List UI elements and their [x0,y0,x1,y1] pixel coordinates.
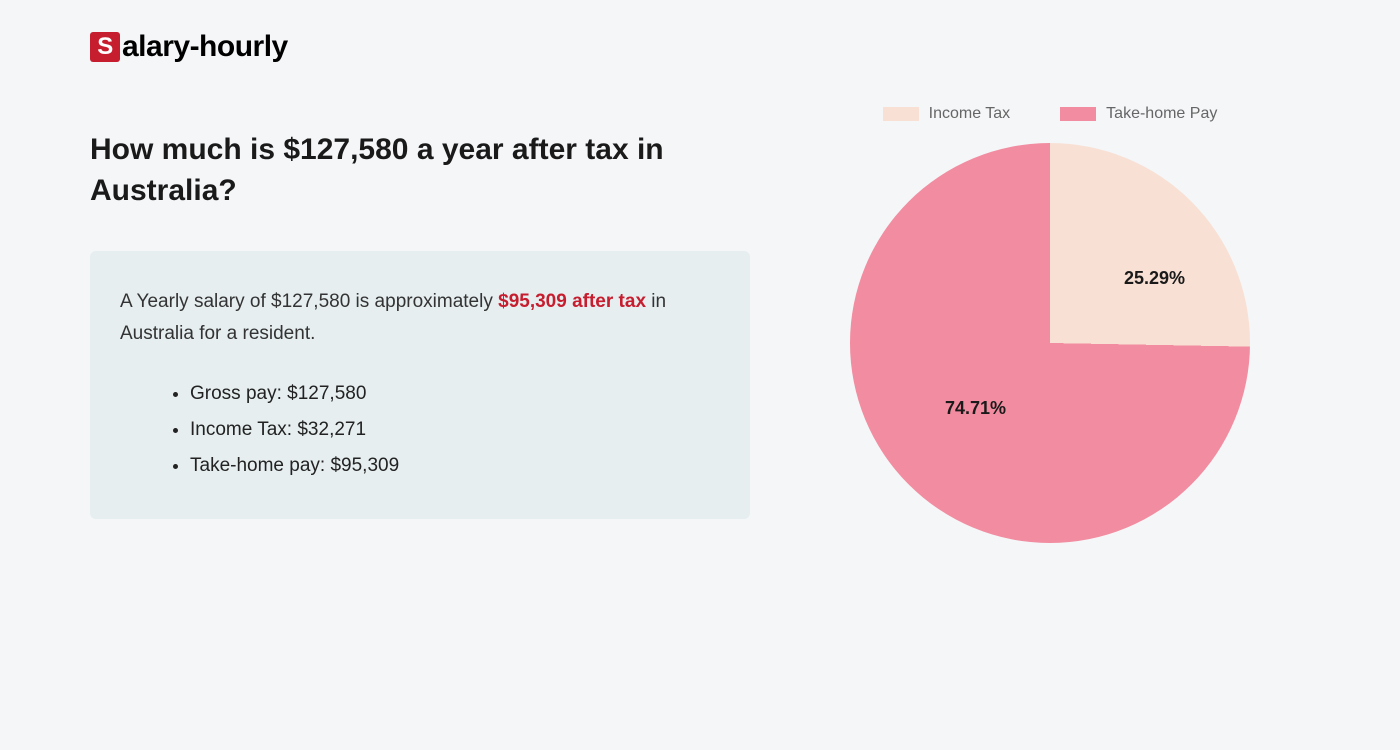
list-item: Income Tax: $32,271 [190,412,720,448]
legend-swatch-take [1060,107,1096,121]
pie-label-take: 74.71% [945,398,1006,419]
page-title: How much is $127,580 a year after tax in… [90,130,750,211]
chart-legend: Income Tax Take-home Pay [810,105,1290,123]
logo-rest: alary-hourly [122,30,288,64]
list-item: Gross pay: $127,580 [190,376,720,412]
summary-box: A Yearly salary of $127,580 is approxima… [90,251,750,519]
logo-initial: S [90,32,120,62]
legend-label-tax: Income Tax [929,105,1011,123]
summary-highlight: $95,309 after tax [498,291,646,312]
main-content: How much is $127,580 a year after tax in… [90,130,750,519]
pie-chart-area: Income Tax Take-home Pay 25.29% 74.71% [810,105,1290,543]
list-item: Take-home pay: $95,309 [190,448,720,484]
pie-disc [850,143,1250,543]
summary-list: Gross pay: $127,580 Income Tax: $32,271 … [120,376,720,484]
summary-text: A Yearly salary of $127,580 is approxima… [120,286,720,351]
summary-pre: A Yearly salary of $127,580 is approxima… [120,291,498,312]
pie-label-tax: 25.29% [1124,268,1185,289]
legend-swatch-tax [883,107,919,121]
legend-label-take: Take-home Pay [1106,105,1217,123]
legend-item-take: Take-home Pay [1060,105,1217,123]
pie-chart: 25.29% 74.71% [850,143,1250,543]
legend-item-tax: Income Tax [883,105,1011,123]
logo: Salary-hourly [90,30,288,64]
